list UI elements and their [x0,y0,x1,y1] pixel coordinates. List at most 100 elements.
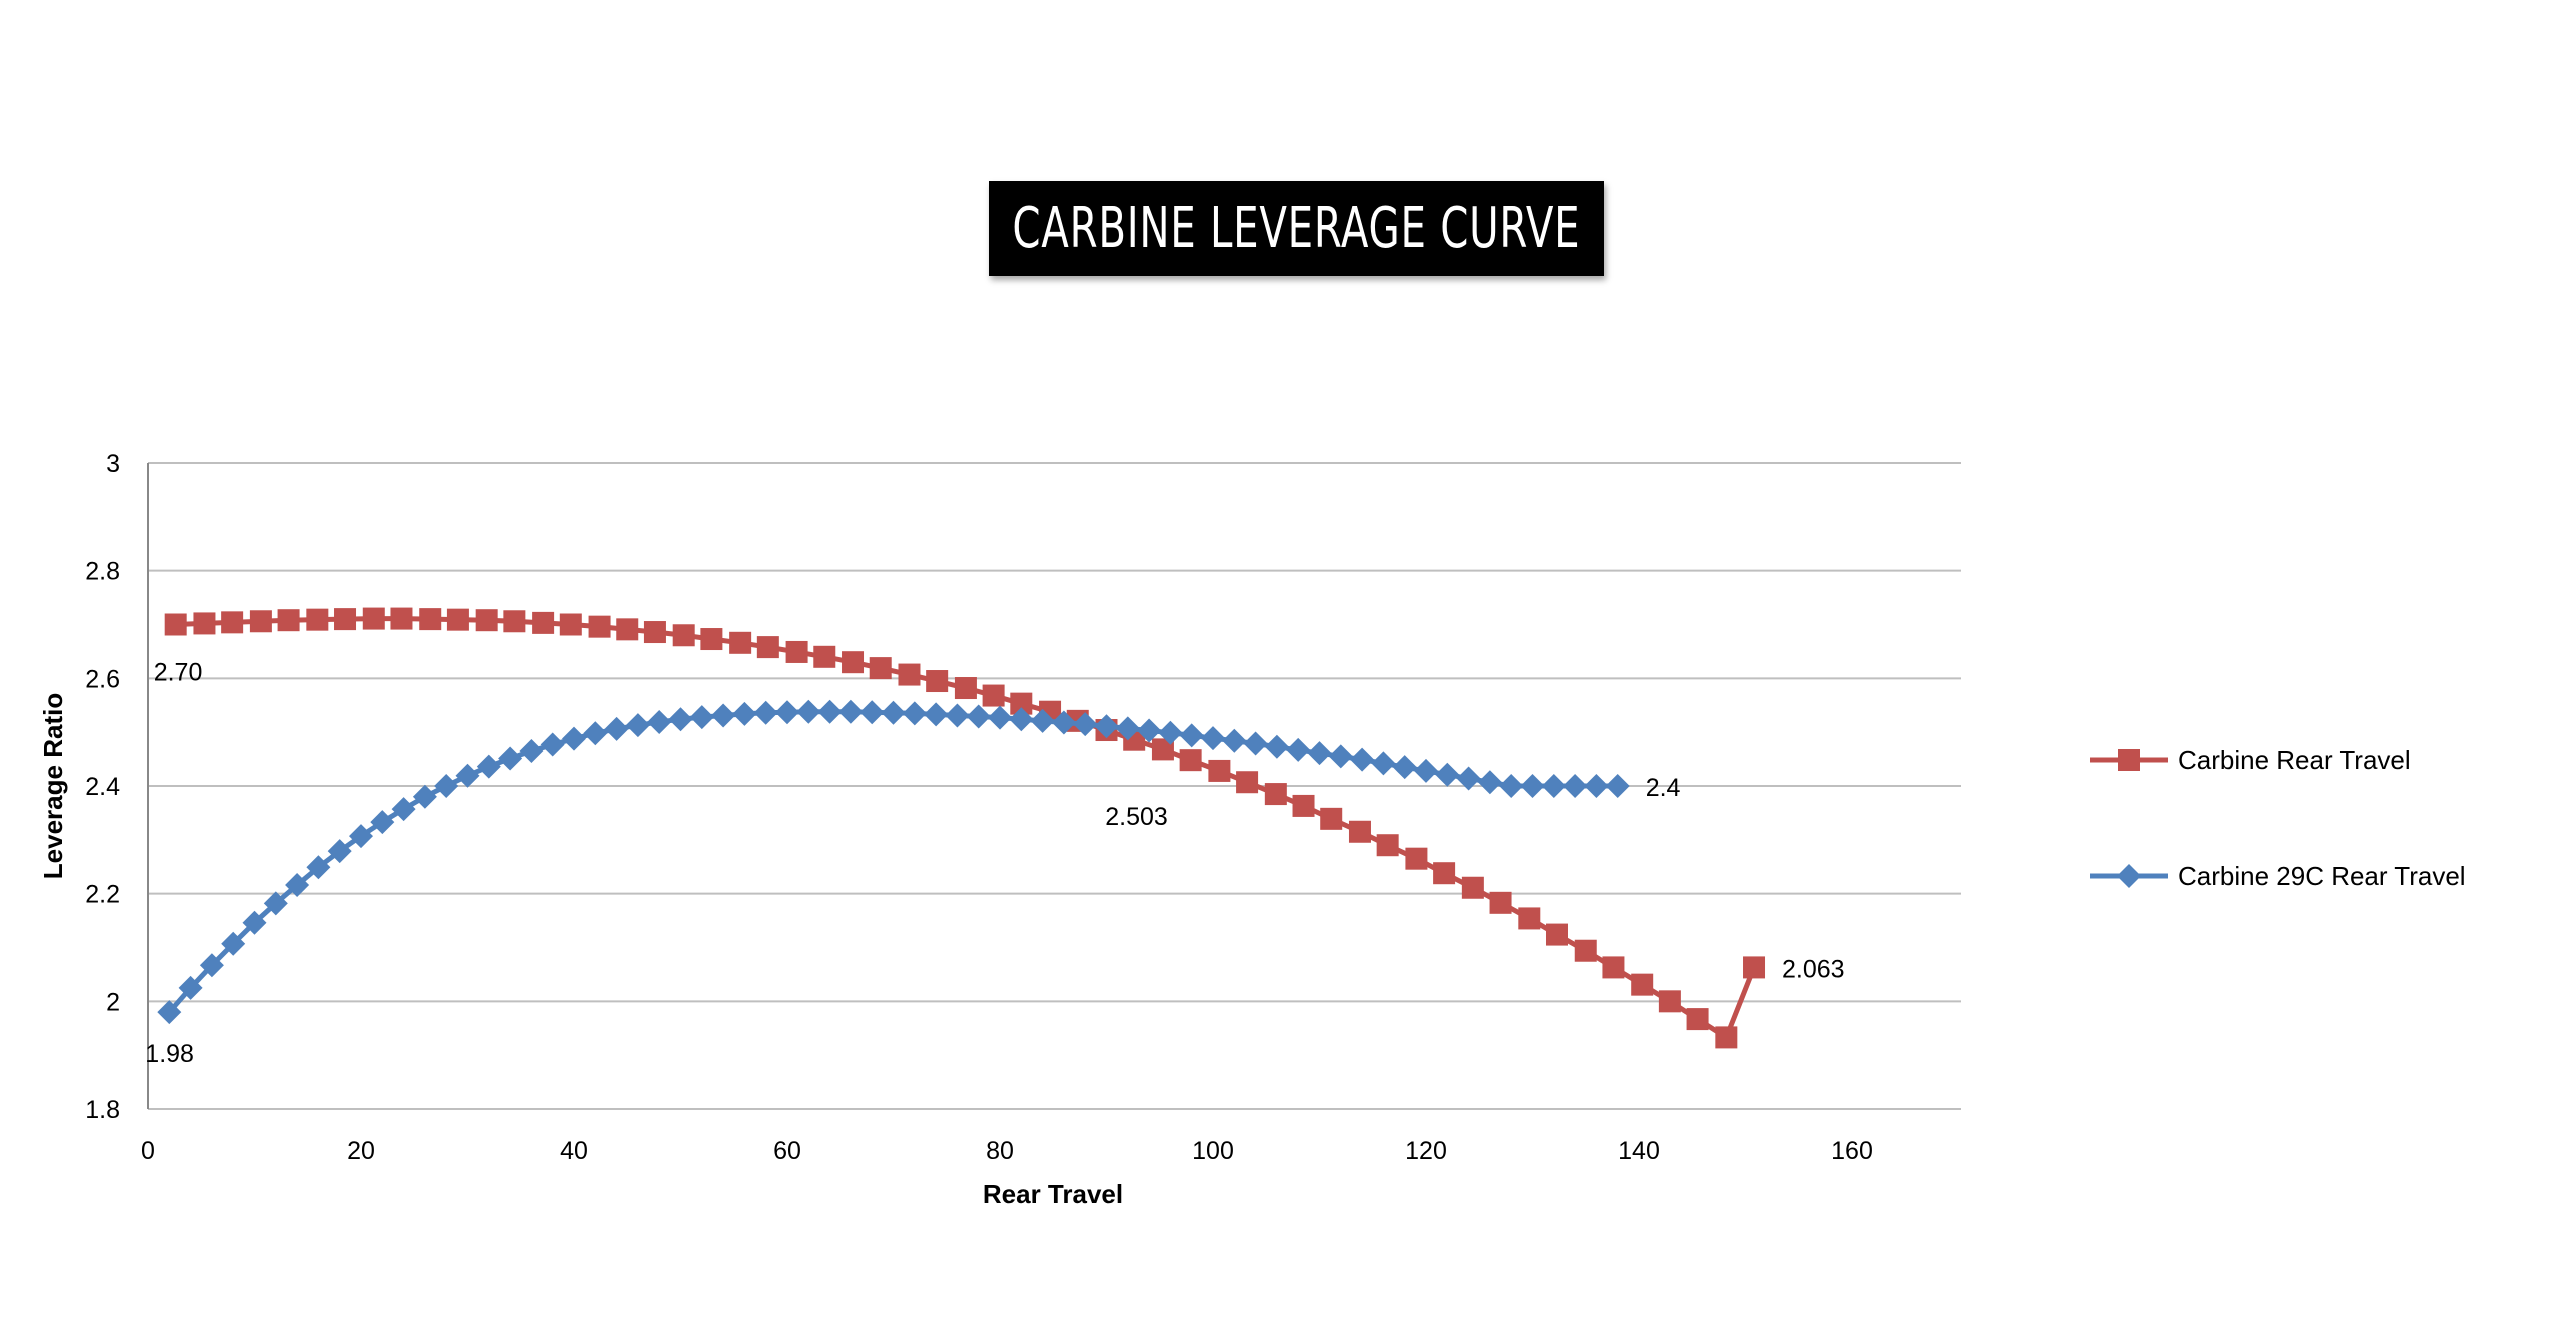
data-point [842,651,865,674]
data-label: 2.503 [1105,803,1168,831]
data-point [625,713,650,738]
data-point [1456,766,1481,791]
data-point [881,700,906,725]
label-layer: 2.70 2.503 2.063 1.98 2.4 [145,659,1844,1069]
data-point [1051,710,1076,735]
data-point [327,839,352,864]
data-point [1320,807,1343,830]
data-point [668,707,693,732]
data-point [1328,744,1353,769]
data-point [221,611,244,634]
data-point [817,699,842,724]
data-point [1545,923,1568,946]
data-point [926,670,949,693]
data-point [924,702,949,727]
y-tick-label: 2.6 [85,665,120,693]
data-point [1405,847,1428,870]
data-point [945,703,970,728]
data-point [306,608,329,631]
y-tick-label: 2.8 [85,558,120,586]
x-tick-label: 0 [141,1137,155,1165]
data-point [860,700,885,725]
data-label: 2.4 [1646,774,1681,802]
data-point [475,609,498,632]
data-point [588,615,611,638]
data-point [1392,755,1417,780]
data-point [412,784,437,809]
legend-marker [2117,864,2141,888]
data-point [583,721,608,746]
data-point [532,611,555,634]
axis-layer: 1.8 2 2.2 2.4 2.6 2.8 3 0 20 40 60 80 100 120 140 160 Re… [38,450,1873,1209]
data-point [503,610,526,633]
data-point [1658,990,1681,1013]
y-tick-label: 3 [106,450,120,478]
data-point [193,612,216,635]
y-tick-label: 2.2 [85,881,120,909]
data-label: 1.98 [145,1040,194,1068]
data-point [1264,783,1287,806]
x-tick-label: 140 [1618,1137,1660,1165]
data-point [700,628,723,651]
data-point [988,705,1012,730]
data-point [1518,907,1541,930]
data-point [540,732,565,757]
data-point [1348,820,1371,843]
data-point [1489,891,1512,914]
data-point [1520,774,1545,798]
data-point [1631,973,1654,996]
data-point [898,663,921,686]
data-point [1743,956,1766,979]
data-point [1264,734,1289,759]
data-point [1307,741,1332,766]
data-point [419,608,442,631]
chart-title: CARBINE LEVERAGE CURVE [1012,196,1581,261]
data-point [1541,774,1566,798]
data-point [954,677,977,700]
data-point [199,953,224,978]
data-point [1222,728,1247,753]
data-point [1158,720,1183,745]
data-point [689,705,714,730]
data-point [732,701,757,726]
data-point [813,645,836,668]
data-point [1208,759,1231,782]
legend-label: Carbine 29C Rear Travel [2178,861,2466,891]
data-point [753,700,778,725]
data-point [221,931,246,956]
data-point [796,699,821,724]
data-point [1461,876,1484,899]
data-point [178,975,203,1000]
data-point [277,609,300,632]
data-point [1435,762,1460,787]
data-point [785,640,808,663]
data-point [1030,708,1055,733]
data-point [1243,731,1268,756]
data-point [1584,774,1609,798]
data-point [1115,716,1140,741]
legend: Carbine Rear Travel Carbine 29C Rear Trav… [2090,745,2466,891]
data-point [1094,714,1119,739]
data-point [672,624,695,647]
data-point [1602,956,1625,979]
data-point [1201,726,1225,751]
series-line [167,709,1618,1014]
chart-title-box: CARBINE LEVERAGE CURVE [989,181,1604,276]
data-point [1073,712,1098,737]
data-point [775,700,799,725]
data-point [1414,758,1438,783]
series-layer [157,607,1766,1049]
data-point [1433,862,1456,885]
data-point [966,704,991,729]
data-point [647,709,672,734]
data-point [616,618,639,641]
data-point [1715,1026,1738,1049]
data-point [434,774,459,798]
data-point [306,855,331,880]
data-point [476,754,501,779]
data-point [349,824,373,849]
data-point [1376,834,1399,857]
legend-item: Carbine 29C Rear Travel [2090,861,2466,891]
